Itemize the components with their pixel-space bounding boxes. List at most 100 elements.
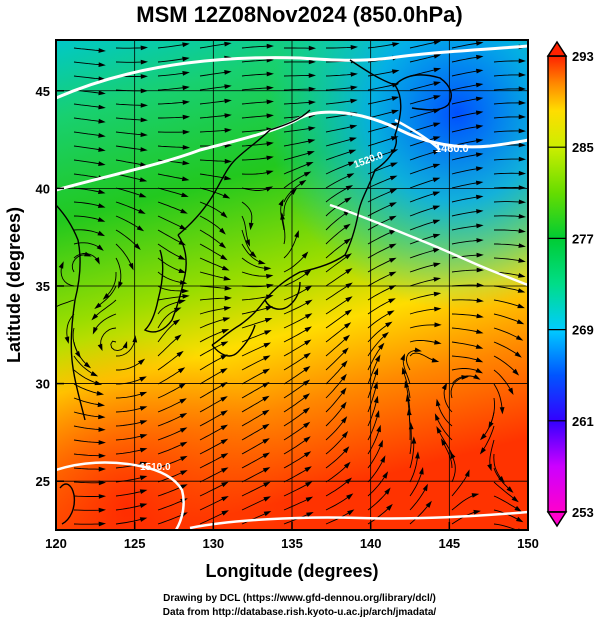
streamline (157, 457, 185, 469)
streamline-arrow (400, 353, 405, 361)
y-tick-label: 25 (36, 474, 50, 489)
streamline (451, 56, 480, 63)
streamline (73, 425, 102, 431)
streamline (60, 264, 75, 287)
streamline (73, 495, 103, 497)
streamline (73, 215, 102, 221)
streamline-arrow (373, 381, 378, 389)
streamline (241, 343, 268, 357)
streamline (493, 102, 523, 105)
streamline-arrow (518, 273, 526, 278)
streamline-arrow (308, 45, 316, 51)
streamline-arrow (220, 424, 228, 431)
streamline-arrow (450, 451, 456, 459)
streamline-arrow (381, 332, 389, 339)
streamline (405, 350, 418, 371)
streamline (489, 439, 495, 468)
streamline-arrow (518, 258, 526, 263)
streamline-arrow (262, 368, 270, 375)
streamline-arrow (432, 219, 441, 225)
streamline-arrow (342, 446, 350, 454)
streamline (494, 243, 522, 247)
streamline-arrow (518, 100, 526, 106)
streamline-arrow (340, 387, 347, 395)
streamline (451, 239, 480, 245)
streamline-arrow (303, 421, 311, 429)
streamline (157, 72, 186, 77)
streamline (73, 467, 103, 470)
streamline (402, 357, 411, 385)
streamline-arrow (345, 282, 353, 289)
streamline-arrow (303, 366, 311, 373)
streamline (73, 481, 103, 484)
streamline-arrow (64, 336, 70, 344)
streamline (409, 249, 437, 259)
streamline-arrow (139, 434, 148, 439)
streamline (367, 385, 377, 413)
streamline (56, 299, 75, 308)
streamline (241, 497, 268, 511)
streamline-arrow (178, 383, 187, 389)
streamline-arrow (92, 326, 98, 335)
streamline (241, 370, 267, 385)
x-tick-label: 145 (438, 536, 460, 551)
streamline-arrow (518, 228, 526, 234)
streamline-arrow (305, 299, 313, 306)
streamline (199, 440, 225, 455)
streamline (367, 474, 387, 497)
streamline-arrow (224, 41, 232, 47)
streamline-arrow (174, 334, 182, 341)
streamline (115, 518, 144, 525)
streamline (157, 271, 184, 284)
streamline (241, 73, 270, 77)
streamline-arrow (487, 463, 492, 472)
contour-label: 1460.0 (435, 143, 469, 155)
streamline-arrow (140, 147, 148, 152)
x-axis-label: Longitude (degrees) (205, 561, 378, 581)
streamline (199, 318, 227, 329)
streamline (367, 371, 378, 399)
streamline (115, 201, 143, 213)
streamline-arrow (97, 203, 106, 208)
streamline-arrow (220, 396, 228, 402)
streamline (241, 142, 270, 147)
streamline (199, 159, 229, 162)
streamline-arrow (432, 205, 441, 211)
streamline (157, 369, 183, 385)
streamline-arrow (178, 268, 187, 273)
streamline-arrow (348, 149, 357, 155)
streamline (451, 254, 480, 259)
streamline-arrow (433, 53, 442, 59)
streamline (73, 411, 102, 418)
streamline-arrow (263, 355, 271, 361)
streamline (157, 499, 185, 511)
streamline (409, 503, 430, 525)
streamline (325, 86, 354, 91)
streamline-arrow (266, 274, 274, 279)
streamline (241, 331, 269, 343)
streamline (115, 435, 144, 441)
streamline (241, 87, 270, 91)
streamline (199, 383, 225, 399)
streamline-arrow (98, 147, 106, 152)
streamline-arrow (432, 233, 441, 239)
streamline-arrow (132, 335, 138, 343)
streamline-arrow (385, 321, 393, 328)
streamline (451, 269, 480, 273)
streamline-arrow (178, 254, 186, 260)
y-tick-label: 35 (36, 279, 50, 294)
streamline (451, 368, 480, 373)
streamline-arrow (180, 208, 188, 214)
streamline (115, 229, 139, 248)
streamline-arrow (140, 103, 148, 108)
streamline (283, 75, 312, 77)
streamline-arrow (97, 230, 105, 237)
streamline (493, 467, 511, 491)
streamline (283, 271, 309, 287)
streamline-arrow (140, 59, 148, 65)
streamline-arrow (177, 367, 186, 374)
streamline-arrow (511, 496, 519, 503)
streamline-arrow (475, 166, 484, 172)
streamline (367, 334, 387, 357)
